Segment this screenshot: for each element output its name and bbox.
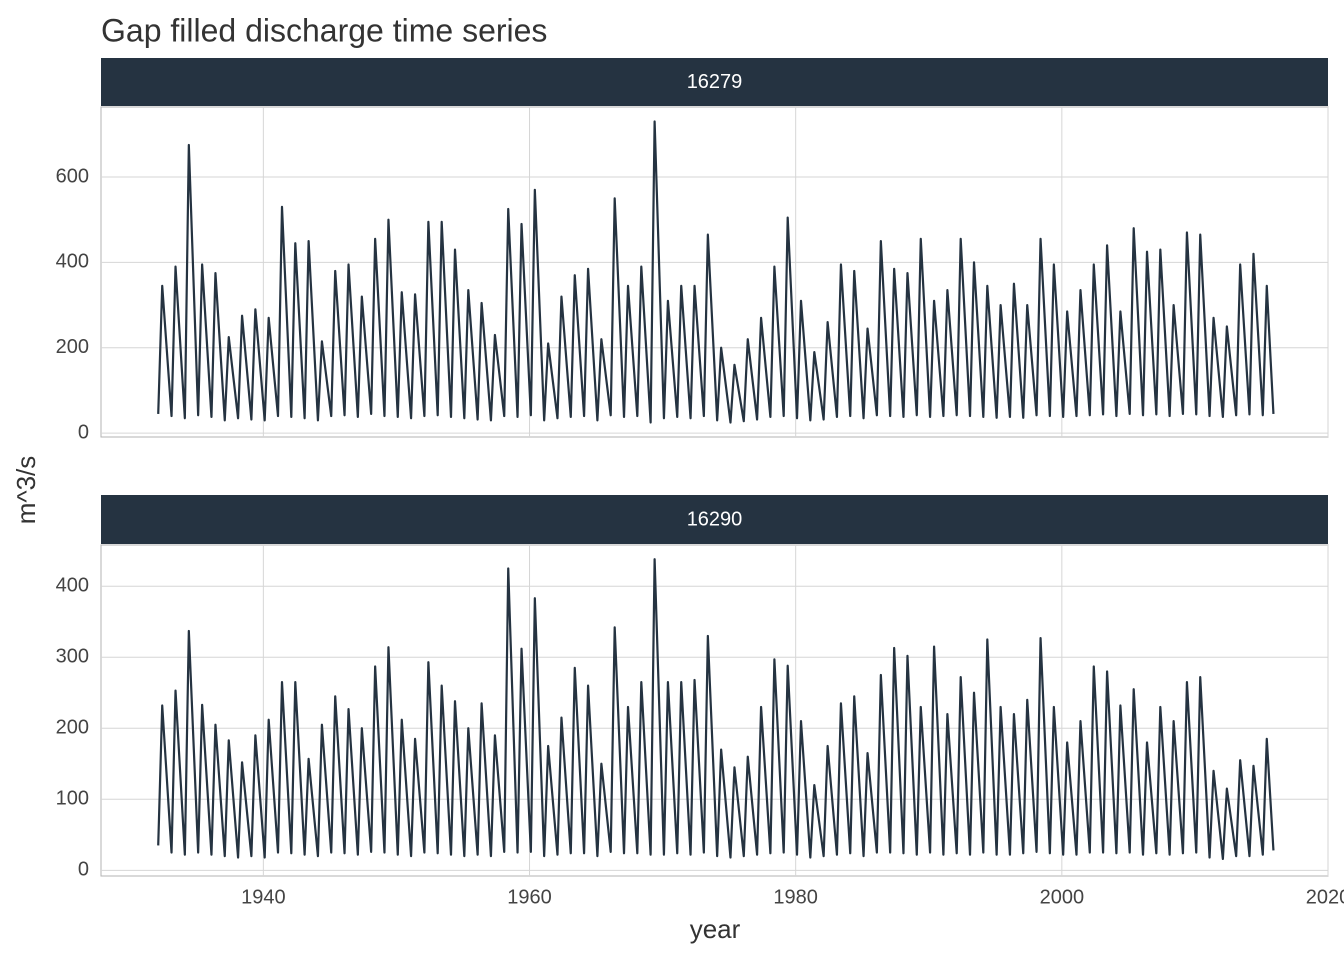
- y-tick-label: 100: [56, 788, 89, 810]
- x-tick-label: 1940: [241, 886, 286, 908]
- x-tick-label: 1980: [773, 886, 818, 908]
- y-tick-label: 400: [56, 574, 89, 596]
- x-axis-label: year: [690, 914, 741, 944]
- y-tick-label: 0: [78, 859, 89, 881]
- x-tick-label: 1960: [507, 886, 552, 908]
- y-tick-label: 300: [56, 646, 89, 668]
- strip: [101, 58, 1328, 106]
- series-line: [157, 558, 1275, 861]
- x-tick-label: 2000: [1040, 886, 1085, 908]
- series-line: [157, 120, 1275, 424]
- chart-title: Gap filled discharge time series: [101, 12, 547, 48]
- y-axis-label: m^3/s: [11, 456, 41, 525]
- strip-label: 16290: [687, 508, 743, 530]
- strip: [101, 495, 1328, 544]
- y-tick-label: 200: [56, 336, 89, 358]
- strip-label: 16279: [687, 71, 743, 93]
- y-tick-label: 0: [78, 421, 89, 443]
- x-tick-label: 2020: [1306, 886, 1344, 908]
- y-tick-label: 600: [56, 165, 89, 187]
- y-tick-label: 400: [56, 251, 89, 273]
- y-tick-label: 200: [56, 717, 89, 739]
